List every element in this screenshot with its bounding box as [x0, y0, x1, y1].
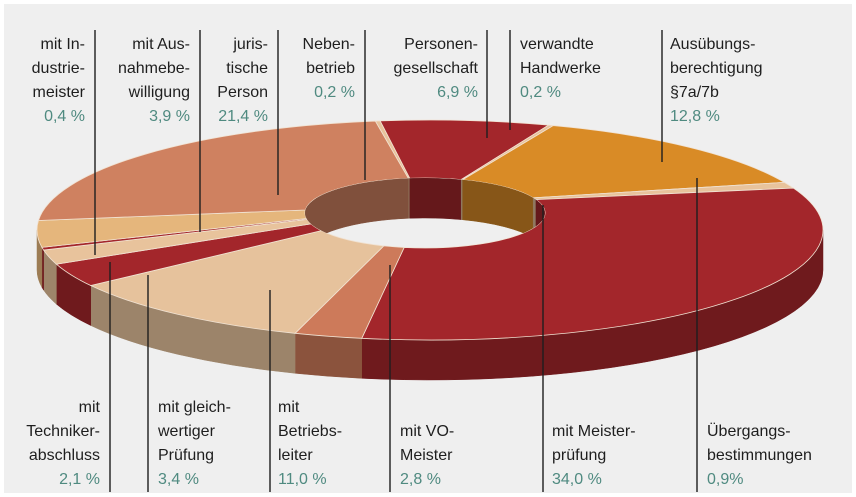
sides	[36, 229, 824, 381]
chart	[36, 30, 824, 492]
wedge-side	[294, 333, 363, 379]
slice-label: verwandte Handwerke 0,2 %	[520, 33, 601, 105]
value-label: 12,8 %	[670, 108, 720, 125]
value-label: 6,9 %	[437, 84, 478, 101]
category-label: Übergangs- bestimmungen	[707, 423, 812, 464]
slice-label: Übergangs- bestimmungen 0,9%	[707, 420, 812, 492]
slice-label: juris- tische Person 21,4 %	[217, 33, 268, 129]
inner-walls	[305, 178, 545, 248]
slice-label: mit Techniker- abschluss 2,1 %	[26, 396, 100, 492]
value-label: 0,2 %	[520, 84, 561, 101]
slice-label: mit gleich- wertiger Prüfung 3,4 %	[158, 396, 231, 492]
wedge	[89, 230, 385, 334]
category-label: Neben- betrieb	[302, 36, 355, 77]
category-label: verwandte Handwerke	[520, 36, 601, 77]
value-label: 2,8 %	[400, 471, 441, 488]
category-label: mit Betriebs- leiter	[278, 399, 343, 464]
value-label: 0,4 %	[44, 108, 85, 125]
value-label: 34,0 %	[552, 471, 602, 488]
value-label: 0,2 %	[314, 84, 355, 101]
category-label: mit Techniker- abschluss	[26, 399, 100, 464]
chart-frame: Neben- betrieb 0,2 % Personen- gesellschaf…	[4, 4, 852, 493]
slice-label: mit Meister- prüfung 34,0 %	[552, 420, 636, 492]
value-label: 11,0 %	[278, 471, 327, 488]
wedge-side	[41, 246, 44, 291]
category-label: mit In- dustrie- meister	[31, 36, 85, 101]
value-label: 21,4 %	[218, 108, 268, 125]
slice-label: mit In- dustrie- meister 0,4 %	[32, 33, 85, 129]
slice-label: mit Betriebs- leiter 11,0 %	[278, 396, 342, 492]
leaders	[94, 30, 698, 492]
slice-label: Personen- gesellschaft 6,9 %	[394, 33, 479, 105]
slice-label: Ausübungs- berechtigung §7a/7b 12,8 %	[670, 33, 763, 129]
category-label: mit Aus- nahmebe- willigung	[117, 36, 190, 101]
value-label: 2,1 %	[59, 471, 100, 488]
value-label: 3,4 %	[158, 471, 199, 488]
category-label: Personen- gesellschaft	[393, 36, 479, 77]
tops	[36, 119, 824, 341]
category-label: mit gleich- wertiger Prüfung	[158, 399, 231, 464]
value-label: 3,9 %	[149, 108, 190, 125]
category-label: Ausübungs- berechtigung §7a/7b	[670, 36, 763, 101]
category-label: mit VO- Meister	[400, 423, 455, 464]
category-label: mit Meister- prüfung	[552, 423, 636, 464]
slice-label: mit Aus- nahmebe- willigung 3,9 %	[118, 33, 190, 129]
wedge-inner-wall	[409, 178, 462, 220]
slice-label: Neben- betrieb 0,2 %	[303, 33, 355, 105]
value-label: 0,9%	[707, 471, 744, 488]
slice-label: mit VO- Meister 2,8 %	[400, 420, 454, 492]
category-label: juris- tische Person	[217, 36, 268, 101]
